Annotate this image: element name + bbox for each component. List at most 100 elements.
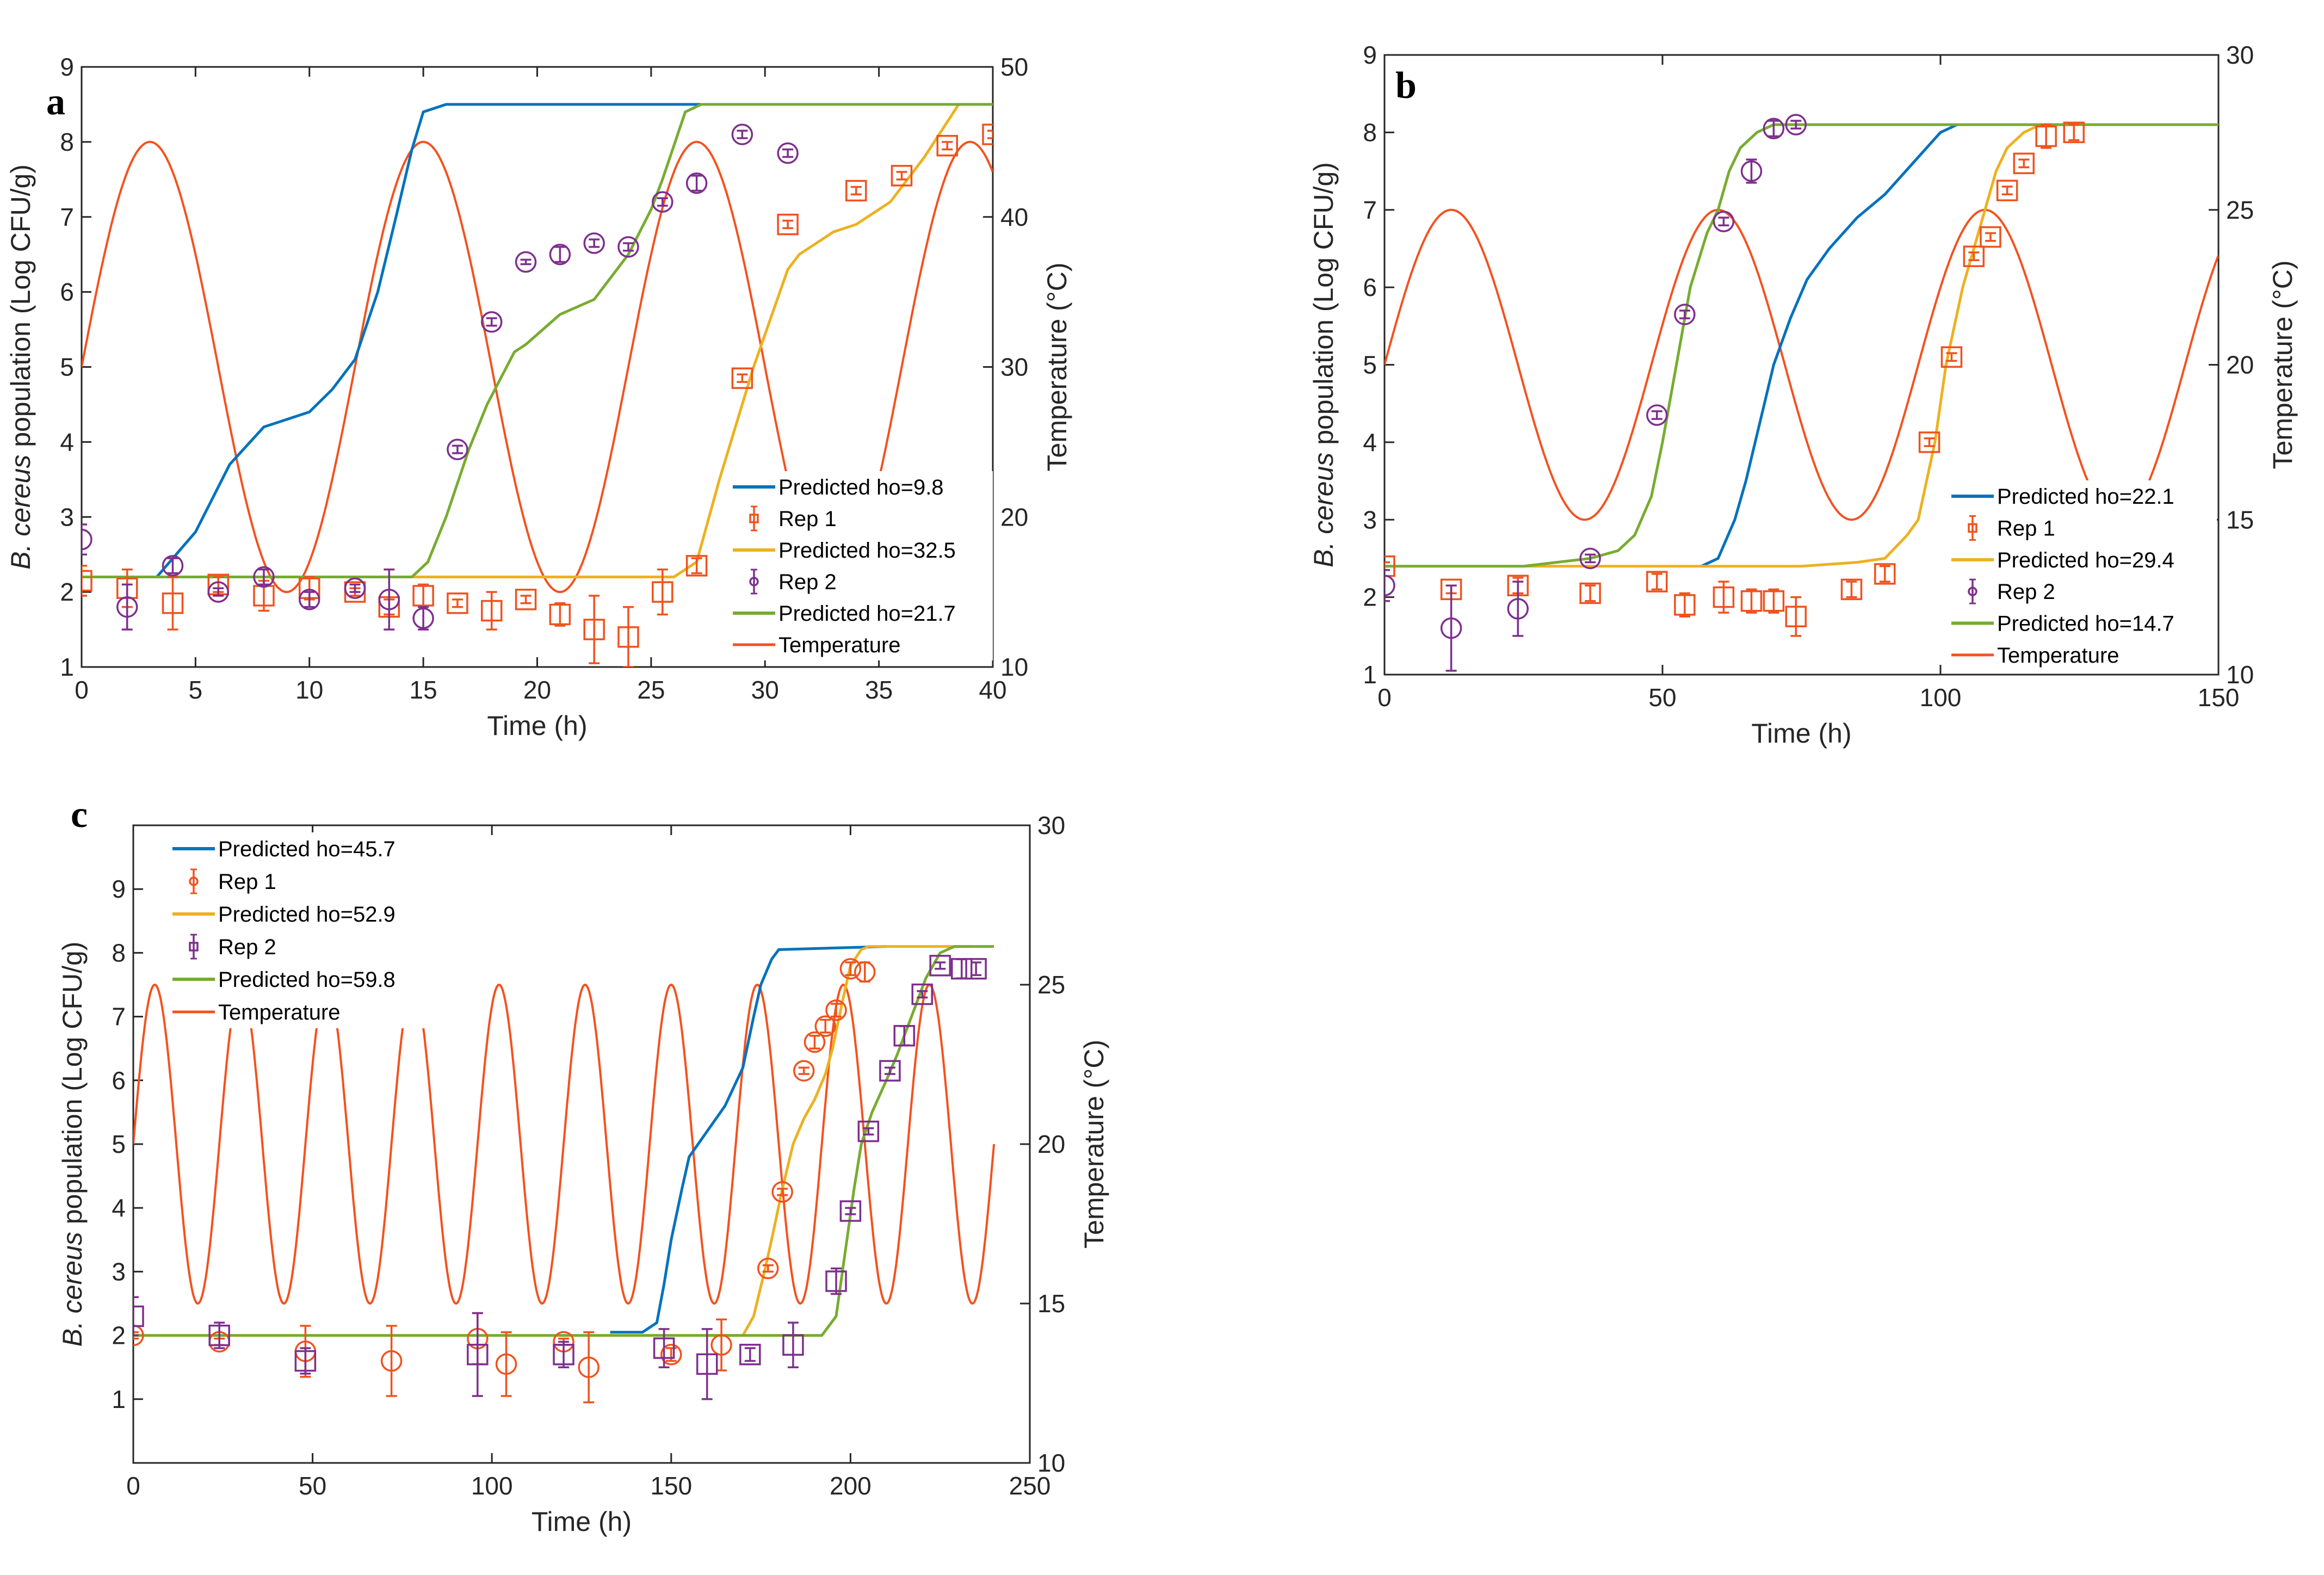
legend-entry: Rep 1: [189, 868, 276, 894]
marker-square: [553, 1344, 574, 1366]
data-point-rep1: [2063, 121, 2085, 144]
data-point-rep2: [782, 1321, 804, 1368]
y-axis-label: B. cereus population (Log CFU/g): [5, 164, 36, 570]
data-point-rep1: [2035, 123, 2057, 149]
data-point-rep1: [710, 1318, 732, 1372]
marker-circle: [771, 1181, 793, 1203]
marker-circle: [481, 311, 503, 333]
y-tick-label: 8: [1363, 118, 1377, 146]
data-point-rep2: [299, 589, 320, 610]
data-point-rep1: [583, 595, 605, 664]
data-point-rep1: [617, 606, 639, 667]
y-axis-label-rest: population (Log CFU/g): [57, 942, 88, 1232]
marker-circle: [1713, 211, 1735, 232]
x-tick-label: 40: [979, 676, 1006, 704]
x-tick-label: 5: [189, 676, 203, 704]
legend-entry: Rep 2: [189, 934, 276, 960]
marker-square: [1918, 431, 1940, 453]
marker-square: [951, 958, 973, 980]
data-point-rep2: [839, 1200, 862, 1222]
data-point-rep2: [911, 983, 933, 1005]
marker-circle: [380, 1350, 403, 1372]
plot-area: [82, 103, 993, 667]
marker-square: [82, 570, 92, 592]
marker-circle: [814, 1015, 837, 1037]
y-tick-label: 3: [60, 503, 74, 531]
temperature-line: [1384, 208, 2218, 521]
predicted-line-1: [707, 945, 973, 1337]
marker-circle: [253, 566, 275, 588]
predicted-line-0: [1701, 123, 1958, 567]
marker-circle: [495, 1353, 517, 1375]
data-point-rep2: [378, 569, 400, 631]
data-point-rep2: [893, 1025, 916, 1047]
data-point-rep1: [515, 589, 537, 610]
legend-entry: Predicted ho=29.4: [1951, 548, 2174, 572]
y-tick-label: 9: [60, 53, 74, 81]
data-point-rep2: [653, 1328, 675, 1368]
marker-circle: [207, 581, 229, 603]
data-point-rep1: [380, 1325, 403, 1397]
x-tick-label: 150: [2198, 683, 2240, 712]
legend-label: Predicted ho=52.9: [218, 903, 395, 927]
y-tick-label: 3: [112, 1257, 126, 1286]
marker-circle: [1646, 404, 1668, 426]
marker-square: [653, 1337, 675, 1359]
marker-circle: [515, 251, 537, 273]
legend-label: Predicted ho=32.5: [778, 539, 956, 563]
marker-square: [162, 592, 184, 614]
y-tick-label: 7: [112, 1003, 126, 1031]
x-axis-label: Time (h): [531, 1506, 632, 1537]
marker-square: [1996, 180, 2018, 201]
marker-square: [839, 1200, 862, 1222]
marker-square: [617, 626, 639, 648]
legend-label: Predicted ho=45.7: [218, 837, 395, 861]
y2-tick-label: 10: [2226, 660, 2254, 689]
y-axis-label-italic: B. cereus: [57, 1232, 88, 1347]
marker-square: [911, 983, 933, 1005]
legend-entry: Rep 1: [1968, 515, 2055, 541]
marker-square: [515, 589, 537, 610]
data-point-rep1: [777, 213, 799, 236]
marker-square: [696, 1353, 718, 1375]
data-point-rep1: [578, 1331, 599, 1404]
marker-circle: [578, 1356, 599, 1378]
y2-tick-label: 20: [1000, 503, 1028, 531]
legend-entry: Predicted ho=14.7: [1951, 612, 2174, 636]
legend-marker: [1968, 586, 1977, 596]
data-point-rep1: [652, 569, 673, 616]
legend-label: Temperature: [778, 633, 901, 657]
data-point-rep1: [1713, 580, 1735, 614]
x-axis-label: Time (h): [487, 711, 587, 741]
marker-square: [879, 1060, 901, 1082]
data-point-rep2: [1507, 580, 1529, 637]
data-point-rep2: [1713, 211, 1735, 232]
predicted-line-1: [1523, 123, 2074, 568]
legend-entry: Rep 2: [1968, 578, 2055, 604]
y-tick-label: 4: [112, 1194, 126, 1222]
x-tick-label: 0: [126, 1472, 140, 1500]
data-point-rep2: [1740, 158, 1763, 184]
legend-label: Predicted ho=21.7: [778, 602, 956, 626]
marker-circle: [652, 191, 673, 213]
legend-label: Rep 2: [778, 570, 837, 594]
legend-entry: Rep 2: [749, 569, 837, 595]
x-tick-label: 25: [637, 676, 665, 704]
data-point-rep1: [1940, 346, 1963, 368]
marker-circle: [583, 232, 605, 254]
data-point-rep1: [495, 1331, 517, 1397]
marker-square: [549, 603, 571, 626]
marker-square: [208, 1324, 230, 1347]
y-axis-label: B. cereus population (Log CFU/g): [1308, 162, 1339, 567]
y2-tick-label: 30: [2226, 41, 2254, 69]
data-point-rep1: [803, 1031, 826, 1053]
marker-circle: [1384, 575, 1395, 597]
legend: Predicted ho=45.7 Rep 1 Predicted ho=52.9 R…: [166, 832, 449, 1028]
marker-square: [893, 1025, 916, 1047]
data-point-rep2: [344, 577, 366, 599]
y2-tick-label: 10: [1000, 653, 1028, 681]
y-tick-label: 8: [60, 128, 74, 156]
data-point-rep2: [652, 191, 673, 213]
y2-tick-label: 40: [1000, 203, 1028, 231]
marker-circle: [839, 958, 862, 980]
